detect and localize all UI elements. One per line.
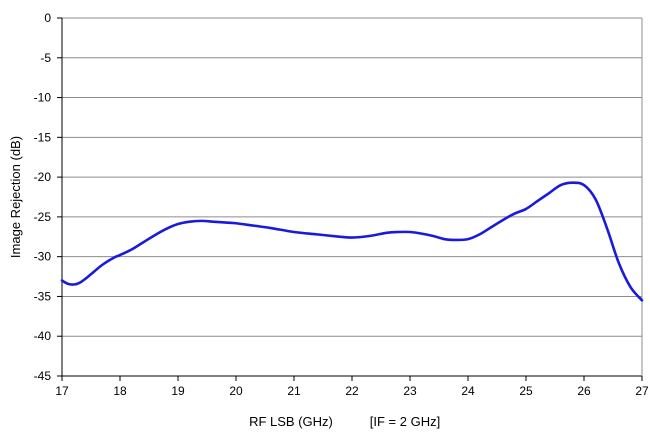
series-group	[60, 181, 644, 302]
x-tick-label: 24	[461, 384, 475, 398]
y-tick-label: -20	[34, 170, 52, 184]
y-tick-label: -5	[40, 51, 51, 65]
y-tick-label: -45	[34, 369, 52, 383]
plot-area	[62, 18, 642, 376]
y-tick-label: -25	[34, 210, 52, 224]
y-tick-label: -30	[34, 250, 52, 264]
x-tick-label: 27	[635, 384, 649, 398]
x-tick-label: 22	[345, 384, 359, 398]
y-tick-label: 0	[44, 11, 51, 25]
y-tick-label: -40	[34, 329, 52, 343]
y-tick-label: -10	[34, 91, 52, 105]
y-axis-title: Image Rejection (dB)	[8, 136, 23, 258]
x-tick-label: 20	[229, 384, 243, 398]
x-tick-labels: 17 18 19 20 21 22 23 24 25 26 27	[55, 384, 649, 398]
x-tick-label: 19	[171, 384, 185, 398]
x-tick-label: 26	[577, 384, 591, 398]
x-tick-marks	[57, 17, 643, 381]
y-tick-label: -35	[34, 289, 52, 303]
grid-lines	[61, 17, 643, 377]
x-axis-title: RF LSB (GHz)	[249, 414, 333, 429]
y-tick-label: -15	[34, 130, 52, 144]
series-line	[60, 181, 644, 302]
x-tick-label: 18	[113, 384, 127, 398]
x-axis-note: [IF = 2 GHz]	[370, 414, 440, 429]
x-tick-label: 17	[55, 384, 69, 398]
x-tick-label: 25	[519, 384, 533, 398]
x-tick-label: 23	[403, 384, 417, 398]
x-tick-label: 21	[287, 384, 301, 398]
y-tick-labels: 0 -5 -10 -15 -20 -25 -30 -35 -40 -45	[34, 11, 52, 383]
